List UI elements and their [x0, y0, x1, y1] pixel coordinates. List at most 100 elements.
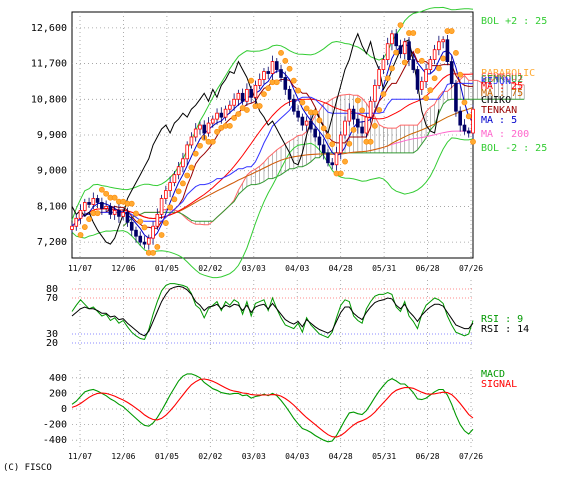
- parabolic-sar-dot: [248, 77, 255, 84]
- candle-body: [334, 152, 339, 166]
- candle-body: [394, 33, 399, 47]
- candle-body: [351, 108, 356, 120]
- parabolic-sar-dot: [86, 216, 92, 223]
- macd-x-tick-label: 04/03: [285, 452, 309, 461]
- parabolic-sar-dot: [303, 105, 310, 112]
- ma25-line: [71, 73, 474, 227]
- candle-body: [78, 209, 83, 219]
- candle-body: [364, 116, 369, 134]
- candle-body: [240, 92, 245, 102]
- candle-body: [82, 202, 87, 211]
- bollinger-upper-line: [71, 6, 474, 221]
- price-legend-entry: SENKOU1: [481, 72, 523, 83]
- macd-panel: 400 200 0 -200 -400 11/07 12/06 01/05 02/02 03/0…: [43, 369, 517, 461]
- macd-y-tick-label: 200: [49, 388, 67, 399]
- parabolic-sar-dot: [94, 210, 101, 217]
- price-y-tick-label: 9,000: [37, 166, 67, 177]
- candle-body: [368, 100, 373, 118]
- candle-body: [420, 81, 424, 90]
- price-legend-entry: PARABOLIC: [481, 68, 535, 79]
- parabolic-sar-dot: [380, 91, 387, 98]
- parabolic-sar-dot: [81, 224, 88, 230]
- parabolic-sar-dot: [137, 218, 144, 225]
- price-legend-entry: SENKOU2: [481, 74, 523, 85]
- price-legend-entry: MA : 200: [481, 129, 529, 140]
- candle-body: [428, 59, 433, 70]
- parabolic-sar-dot: [329, 141, 336, 148]
- parabolic-sar-dot: [188, 164, 195, 171]
- price-x-tick-label: 05/31: [372, 264, 396, 273]
- price-y-tick-label: 12,600: [31, 23, 67, 34]
- candle-body: [462, 124, 467, 132]
- candle-body: [134, 229, 138, 237]
- parabolic-sar-dot: [128, 200, 135, 207]
- parabolic-sar-dot: [435, 65, 442, 72]
- parabolic-sar-dot: [98, 186, 105, 193]
- candle-body: [117, 209, 121, 217]
- candle-body: [338, 134, 343, 154]
- rsi-y-tick-label: 30: [46, 329, 58, 340]
- parabolic-sar-dot: [384, 75, 391, 82]
- price-panel: 12,600 11,700 10,800 9,900 9,000 8,100 7,200 1…: [31, 6, 547, 279]
- candle-body: [274, 61, 279, 70]
- candle-body: [198, 124, 202, 130]
- candle-body: [381, 59, 386, 70]
- candle-body: [321, 144, 326, 154]
- candle-body: [219, 112, 224, 118]
- candle-body: [74, 217, 79, 227]
- price-y-tick-labels: 12,600 11,700 10,800 9,900 9,000 8,100 7,200: [31, 23, 67, 248]
- candle-body: [445, 39, 450, 62]
- candle-body: [70, 225, 74, 230]
- parabolic-sar-dot: [192, 150, 199, 157]
- candle-body: [304, 120, 309, 126]
- rsi-legend-entry: RSI : 14: [481, 324, 529, 335]
- macd-x-tick-label: 05/31: [372, 452, 396, 461]
- price-x-tick-label: 03/03: [242, 264, 266, 273]
- candle-body: [385, 43, 390, 61]
- parabolic-sar-dot: [244, 107, 250, 113]
- parabolic-sar-dot: [167, 204, 174, 211]
- candle-body: [458, 110, 463, 126]
- candle-body: [441, 39, 445, 43]
- candle-body: [356, 118, 360, 128]
- candle-body: [189, 136, 194, 146]
- price-x-tick-label: 12/06: [111, 264, 135, 273]
- candle-body: [185, 144, 189, 160]
- candle-body: [146, 237, 151, 245]
- price-legend-entry: BOL +2 : 25: [481, 16, 547, 27]
- senkou1-line: [122, 73, 525, 227]
- parabolic-sar-dot: [320, 125, 327, 132]
- parabolic-sar-dot: [470, 138, 476, 145]
- candle-body: [317, 136, 322, 146]
- parabolic-sar-dot: [465, 113, 472, 120]
- parabolic-sar-dot: [312, 109, 319, 116]
- parabolic-sar-dot: [273, 79, 280, 86]
- price-x-tick-label: 04/28: [329, 264, 353, 273]
- parabolic-sar-dot: [359, 107, 365, 114]
- macd-y-tick-label: 400: [49, 373, 67, 384]
- price-legend-entry: MA : 5: [481, 115, 517, 126]
- candle-body: [228, 104, 232, 110]
- candle-body: [270, 61, 275, 74]
- candle-body: [193, 128, 198, 138]
- parabolic-sar-dot: [401, 59, 408, 66]
- parabolic-sar-dot: [209, 138, 216, 145]
- macd-y-tick-labels: 400 200 0 -200 -400: [43, 373, 67, 446]
- macd-x-tick-label: 12/06: [111, 452, 135, 461]
- candle-body: [283, 77, 288, 90]
- candle-body: [454, 83, 458, 112]
- price-legend-entry: CHIKO: [481, 95, 511, 106]
- candle-body: [398, 45, 403, 55]
- parabolic-sar-dot: [295, 87, 301, 94]
- candle-body: [202, 124, 207, 134]
- parabolic-sar-dot: [397, 22, 404, 28]
- parabolic-sar-dot: [337, 170, 344, 177]
- candle-body: [112, 209, 117, 215]
- parabolic-sar-dot: [440, 55, 447, 62]
- candle-body: [129, 221, 134, 231]
- candle-body: [159, 198, 164, 215]
